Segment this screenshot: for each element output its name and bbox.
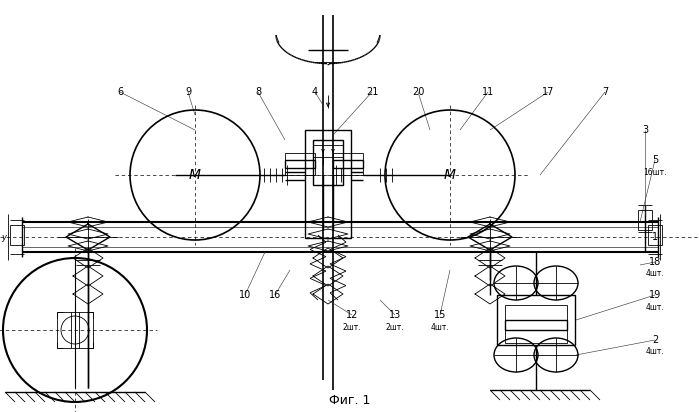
Text: M: M bbox=[189, 168, 201, 182]
Bar bbox=[497, 295, 575, 345]
Text: 7: 7 bbox=[602, 87, 608, 97]
Text: 13: 13 bbox=[389, 310, 401, 320]
Text: 18: 18 bbox=[649, 257, 661, 267]
Bar bbox=[505, 305, 567, 343]
Bar bbox=[313, 145, 343, 157]
Text: 19: 19 bbox=[649, 290, 661, 300]
Bar bbox=[285, 160, 315, 168]
Text: 21: 21 bbox=[366, 87, 378, 97]
Text: 4шт.: 4шт. bbox=[646, 347, 664, 356]
Text: 11: 11 bbox=[482, 87, 494, 97]
Text: 10: 10 bbox=[239, 290, 251, 300]
Text: 2шт.: 2шт. bbox=[343, 323, 361, 332]
Text: 1: 1 bbox=[652, 232, 658, 242]
Text: M: M bbox=[444, 168, 456, 182]
Text: 4: 4 bbox=[312, 87, 318, 97]
Text: 3: 3 bbox=[642, 125, 648, 135]
Text: 16: 16 bbox=[269, 290, 281, 300]
Text: 8: 8 bbox=[255, 87, 261, 97]
Bar bbox=[333, 160, 363, 168]
Bar bbox=[313, 140, 343, 185]
Bar bbox=[638, 210, 652, 230]
Text: 5: 5 bbox=[652, 155, 658, 165]
Text: 4шт.: 4шт. bbox=[431, 323, 449, 332]
Text: 4шт.: 4шт. bbox=[646, 302, 664, 311]
Text: Фиг. 1: Фиг. 1 bbox=[329, 393, 370, 407]
Text: 12: 12 bbox=[346, 310, 358, 320]
Text: 16шт.: 16шт. bbox=[643, 168, 667, 176]
Text: 9: 9 bbox=[185, 87, 191, 97]
Bar bbox=[648, 225, 662, 245]
Text: 17: 17 bbox=[542, 87, 554, 97]
Text: 20: 20 bbox=[412, 87, 424, 97]
Text: 2: 2 bbox=[652, 335, 658, 345]
Bar bbox=[305, 130, 351, 238]
Text: 15: 15 bbox=[434, 310, 446, 320]
Text: 6: 6 bbox=[117, 87, 123, 97]
Bar bbox=[57, 312, 93, 348]
Bar bbox=[333, 153, 363, 175]
Text: 2шт.: 2шт. bbox=[386, 323, 404, 332]
Text: y: y bbox=[1, 232, 6, 241]
Bar bbox=[505, 320, 567, 330]
Bar bbox=[285, 153, 315, 175]
Bar bbox=[10, 225, 24, 245]
Text: 4шт.: 4шт. bbox=[646, 269, 664, 279]
